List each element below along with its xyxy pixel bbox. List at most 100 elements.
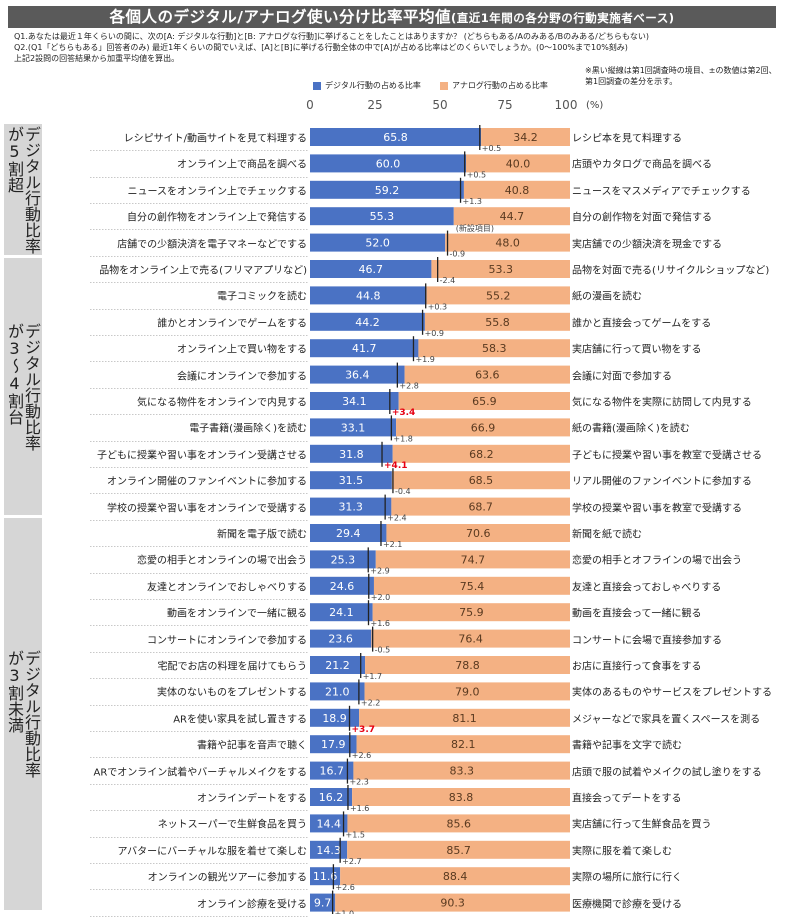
analog-activity-label: 新聞を紙で読む (572, 529, 642, 541)
digital-bar (310, 392, 399, 410)
diff-label-highlight: +3.7 (352, 725, 375, 735)
digital-activity-label: 学校の授業や習い事をオンラインで受講する (107, 503, 307, 515)
row-separator (90, 731, 308, 732)
analog-activity-label: お店に直接行って食事をする (572, 661, 702, 673)
digital-value-label: 41.7 (352, 342, 377, 355)
group-label-30-40: デジタル行動比率 が3～4割台 (4, 258, 42, 515)
digital-activity-label: 新聞を電子版で読む (217, 529, 307, 541)
analog-bar (426, 286, 570, 305)
digital-activity-label: 電子コミックを読む (217, 291, 307, 303)
diff-label: +2.1 (383, 540, 402, 549)
digital-bar (310, 682, 365, 701)
digital-activity-label: ARでオンライン試着やバーチャルメイクをする (93, 767, 308, 779)
diff-label: +2.0 (371, 593, 390, 602)
row-separator (90, 467, 308, 468)
analog-bar (359, 708, 570, 727)
legend-analog-swatch (440, 81, 448, 90)
analog-bar (404, 365, 570, 384)
analog-value-label: 55.2 (486, 289, 511, 302)
diff-label-highlight: +4.1 (384, 461, 407, 471)
row-separator (90, 203, 308, 204)
digital-activity-label: 友達とオンラインでおしゃべりする (147, 582, 307, 594)
analog-value-label: 88.4 (443, 870, 468, 883)
digital-value-label: 44.2 (355, 316, 380, 329)
row-separator (90, 625, 308, 627)
row-separator (90, 387, 308, 389)
analog-bar (431, 260, 570, 278)
row-separator (90, 757, 308, 759)
digital-activity-label: コンサートにオンラインで参加する (147, 635, 307, 647)
digital-value-label: 16.7 (319, 765, 344, 778)
analog-value-label: 70.6 (466, 527, 491, 540)
analog-bar (373, 576, 570, 595)
digital-bar (310, 761, 354, 780)
analog-bar (463, 180, 570, 199)
digital-activity-label: 電子書籍(漫画除く)を読む (189, 423, 307, 435)
digital-value-label: 14.4 (316, 817, 341, 830)
digital-bar (310, 497, 392, 516)
analog-bar (356, 735, 570, 754)
calc-note: 上記2設問の回答結果から加重平均値を算出。 (14, 54, 180, 63)
row-separator (90, 651, 308, 653)
analog-activity-label: 友達と直接会っておしゃべりする (572, 582, 722, 594)
analog-value-label: 78.8 (455, 659, 480, 672)
group-label-under-30: デジタル行動比率 が3割未満 (4, 518, 42, 910)
analog-value-label: 75.4 (460, 580, 485, 593)
analog-value-label: 76.4 (458, 633, 483, 646)
analog-activity-label: リアル開催のファンイベントに参加する (572, 476, 752, 488)
digital-activity-label: ニュースをオンライン上でチェックする (127, 186, 308, 198)
analog-activity-label: 実体のあるものやサービスをプレゼントする (572, 687, 772, 699)
digital-bar (310, 471, 392, 490)
axis-percent-label: (%) (586, 100, 604, 111)
analog-bar (481, 128, 570, 146)
analog-value-label: 83.3 (449, 765, 474, 778)
digital-activity-label: 書籍や記事を音声で聴く (197, 740, 307, 752)
analog-value-label: 68.7 (468, 501, 493, 514)
analog-activity-label: 店頭で服の試着やメイクの試し塗りをする (572, 767, 762, 779)
analog-bar (453, 207, 570, 226)
analog-value-label: 85.7 (446, 844, 471, 857)
analog-activity-label: 実際に服を着て楽しむ (572, 846, 672, 858)
analog-activity-label: コンサートに会場で直接参加する (572, 635, 722, 647)
digital-activity-label: ARを使い家具を試し置きする (173, 714, 307, 726)
question-1: Q1.あなたは最近１年くらいの間に、次の[A: デジタルな行動]と[B: アナロ… (14, 32, 649, 41)
x-tick-25: 25 (367, 98, 383, 112)
diff-label: +1.6 (350, 804, 369, 813)
x-tick-50: 50 (432, 98, 448, 112)
analog-value-label: 55.8 (485, 316, 510, 329)
x-tick-75: 75 (497, 98, 513, 112)
digital-bar (310, 233, 446, 252)
analog-value-label: 90.3 (440, 897, 465, 910)
digital-value-label: 31.5 (339, 474, 364, 487)
digital-bar (310, 893, 336, 912)
analog-activity-label: 気になる物件を実際に訪問して内見する (572, 397, 752, 409)
digital-value-label: 31.3 (338, 501, 363, 514)
digital-bar (310, 180, 464, 199)
analog-bar (424, 312, 570, 331)
legend-analog: アナログ行動の占める比率 (440, 80, 548, 91)
analog-bar (392, 444, 570, 463)
digital-value-label: 46.7 (358, 263, 383, 276)
diff-label: +0.5 (467, 170, 486, 179)
analog-bar (396, 418, 570, 437)
x-tick-100: 100 (554, 98, 578, 112)
digital-bar (310, 260, 432, 278)
digital-activity-label: 気になる物件をオンラインで内見する (137, 397, 307, 409)
digital-value-label: 9.7 (314, 897, 332, 910)
digital-bar (310, 312, 425, 331)
digital-value-label: 24.1 (329, 606, 354, 619)
analog-value-label: 40.0 (506, 157, 531, 170)
row-separator (90, 150, 308, 152)
analog-value-label: 34.2 (513, 131, 538, 144)
analog-bar (364, 682, 570, 701)
digital-activity-label: 自分の創作物をオンライン上で発信する (127, 212, 307, 224)
digital-activity-label: 動画をオンラインで一緒に観る (167, 608, 307, 620)
chart-title-bar: 各個人のデジタル/アナログ使い分け比率平均値(直近1年間の各分野の行動実施者ベー… (8, 6, 776, 28)
diff-label: -2.4 (440, 276, 456, 285)
diff-label: +1.0 (335, 910, 354, 914)
row-separator (90, 678, 308, 680)
row-separator (90, 889, 308, 891)
legend-digital: デジタル行動の占める比率 (313, 80, 421, 91)
digital-value-label: 60.0 (376, 157, 401, 170)
